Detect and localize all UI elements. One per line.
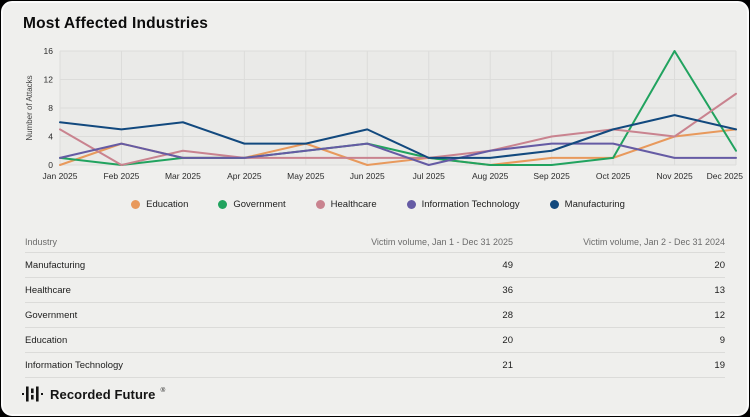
legend-dot-icon [315,200,325,209]
legend-item-healthcare[interactable]: Healthcare [315,199,377,210]
line-chart[interactable]: 0 4 8 12 16 Jan 2025 Feb 2025 Mar 2025 Apr 2025 M… [3,43,749,191]
table-column-header: Victim volume, Jan 1 - Dec 31 2025 [371,237,513,247]
legend-label: Healthcare [330,199,377,210]
x-tick-label: Dec 2025 [707,171,744,181]
legend-item-information-technology[interactable]: Information Technology [406,199,520,210]
x-tick-label: Feb 2025 [103,171,139,181]
legend-dot-icon [406,200,416,209]
legend-dot-icon [549,200,559,209]
x-tick-label: Mar 2025 [165,171,201,181]
legend-dot-icon [218,200,228,209]
industry-cell: Manufacturing [25,260,86,271]
y-tick-label: 16 [44,46,54,56]
table-row: Government 28 12 [25,303,725,328]
table-row: Education 20 9 [25,328,725,353]
victim-volume-cell: 21 [502,360,513,371]
victim-volume-cell: 19 [714,360,725,371]
legend-item-manufacturing[interactable]: Manufacturing [549,199,625,210]
series-line-information-technology[interactable] [59,142,737,166]
industry-cell: Education [25,335,68,346]
victim-volume-cell: 9 [719,335,725,346]
legend-item-government[interactable]: Government [218,199,286,210]
victim-volume-cell: 12 [714,310,725,321]
legend-dot-icon [131,200,141,209]
table-column-header: Victim volume, Jan 2 - Dec 31 2024 [583,237,725,247]
y-tick-label: 4 [48,132,53,142]
victim-volume-cell: 20 [714,260,725,271]
industry-cell: Government [25,310,78,321]
chart-legend: Education Government Healthcare Information… [3,199,747,210]
x-tick-label: Aug 2025 [472,171,509,181]
series-line-healthcare[interactable] [59,92,737,166]
legend-label: Government [233,199,286,210]
chart-title: Most Affected Industries [23,15,209,32]
victim-volume-cell: 13 [714,285,725,296]
y-tick-label: 12 [44,75,54,85]
industry-table: Industry Victim volume, Jan 1 - Dec 31 20… [25,231,725,378]
table-row: Manufacturing 49 20 [25,253,725,278]
industry-cell: Information Technology [25,360,124,371]
legend-label: Education [146,199,189,210]
x-tick-label: Apr 2025 [227,171,262,181]
x-tick-label: Oct 2025 [596,171,631,181]
recorded-future-logo: Recorded Future ® [22,386,165,402]
victim-volume-cell: 36 [502,285,513,296]
y-tick-label: 8 [48,103,53,113]
table-header-row: Industry Victim volume, Jan 1 - Dec 31 20… [25,231,725,253]
registered-trademark: ® [160,386,166,394]
x-tick-label: Sep 2025 [533,171,570,181]
table-row: Information Technology 21 19 [25,353,725,378]
x-tick-label: Nov 2025 [656,171,693,181]
victim-volume-cell: 20 [502,335,513,346]
legend-item-education[interactable]: Education [131,199,188,210]
victim-volume-cell: 49 [502,260,513,271]
y-axis-label: Number of Attacks [25,75,34,140]
x-tick-label: May 2025 [287,171,325,181]
victim-volume-cell: 28 [502,310,513,321]
series-line-government[interactable] [59,50,737,166]
legend-label: Manufacturing [564,199,625,210]
brand-wordmark: Recorded Future [50,386,156,402]
legend-label: Information Technology [421,199,520,210]
x-tick-label: Jan 2025 [43,171,78,181]
table-column-header: Industry [25,237,58,247]
table-row: Healthcare 36 13 [25,278,725,303]
x-tick-label: Jun 2025 [350,171,385,181]
x-tick-label: Jul 2025 [413,171,445,181]
series-line-manufacturing[interactable] [59,114,737,159]
industry-cell: Healthcare [25,285,71,296]
y-tick-label: 0 [48,160,53,170]
brand-mark-icon [22,386,43,402]
